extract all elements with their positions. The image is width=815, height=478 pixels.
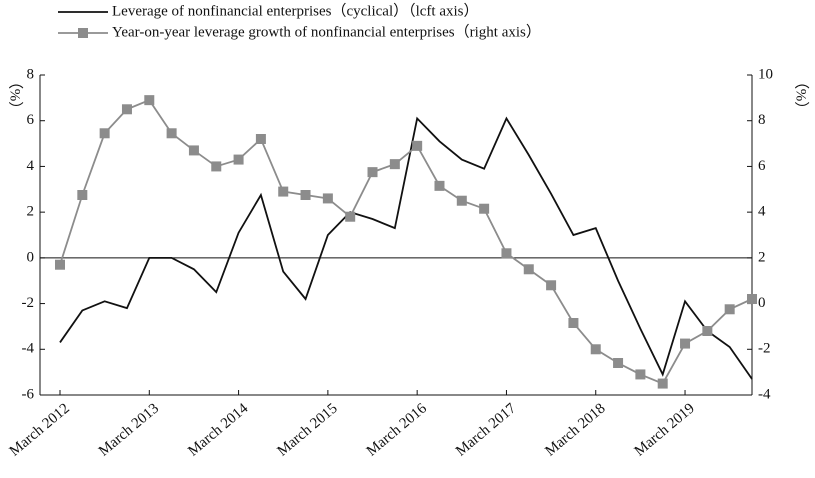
point-marker	[233, 154, 244, 165]
point-marker	[77, 190, 88, 200]
y2-axis-label: （%）	[793, 74, 810, 117]
y2-tick-label: 2	[758, 249, 766, 265]
point-marker	[121, 104, 132, 115]
point-marker	[99, 128, 110, 139]
y-tick-label: -2	[22, 295, 35, 311]
point-marker	[412, 140, 423, 151]
point-marker	[523, 264, 534, 275]
y2-tick-label: 10	[758, 66, 773, 82]
x-tick-label: March 2017	[453, 400, 520, 459]
y2-tick-label: -2	[758, 341, 771, 357]
point-marker	[747, 294, 757, 304]
y-tick-label: 6	[27, 112, 35, 128]
y-tick-label: 4	[27, 158, 35, 174]
point-marker	[702, 326, 713, 336]
point-marker	[568, 318, 579, 328]
x-tick-label: March 2018	[542, 400, 608, 459]
point-marker	[724, 304, 735, 315]
point-marker	[613, 358, 624, 368]
legend-label: Year-on-year leverage growth of nonfinan…	[112, 23, 541, 40]
point-marker	[456, 195, 467, 206]
series-line	[59, 99, 753, 385]
point-marker	[166, 128, 177, 139]
y2-tick-label: 6	[758, 158, 766, 174]
point-marker	[389, 159, 400, 170]
y-tick-label: -4	[22, 341, 35, 357]
point-marker	[322, 193, 333, 204]
point-marker	[434, 180, 445, 191]
point-marker	[144, 95, 155, 106]
y-axis-label: （%）	[7, 74, 24, 117]
legend-label: Leverage of nonfinancial enterprises（cyc…	[112, 2, 479, 19]
y-tick-label: -6	[22, 386, 35, 402]
point-marker	[590, 344, 601, 355]
point-marker	[546, 280, 557, 291]
point-marker	[345, 211, 356, 222]
point-marker	[680, 338, 691, 349]
point-marker	[211, 161, 222, 172]
x-tick-label: March 2015	[275, 400, 341, 459]
point-marker	[367, 167, 378, 178]
x-tick-label: March 2013	[96, 400, 162, 459]
point-marker	[635, 369, 646, 380]
point-marker	[188, 145, 199, 156]
x-tick-label: March 2012	[7, 400, 73, 459]
point-marker	[657, 378, 668, 389]
y-tick-label: 0	[27, 249, 35, 265]
series-line	[59, 116, 753, 380]
point-marker	[255, 134, 266, 144]
y-tick-label: 8	[27, 66, 35, 82]
y2-tick-label: 0	[758, 295, 766, 311]
y2-tick-label: -4	[758, 386, 771, 402]
y2-tick-label: 4	[758, 204, 766, 220]
point-marker	[300, 190, 311, 200]
point-marker	[55, 259, 65, 270]
x-tick-label: March 2016	[364, 400, 431, 459]
x-tick-label: March 2014	[185, 400, 252, 459]
point-marker	[501, 248, 512, 259]
y-tick-label: 2	[27, 204, 35, 220]
x-tick-label: March 2019	[632, 400, 698, 459]
point-marker	[479, 203, 490, 214]
legend-marker	[78, 28, 88, 38]
y2-tick-label: 8	[758, 112, 766, 128]
point-marker	[278, 186, 289, 197]
